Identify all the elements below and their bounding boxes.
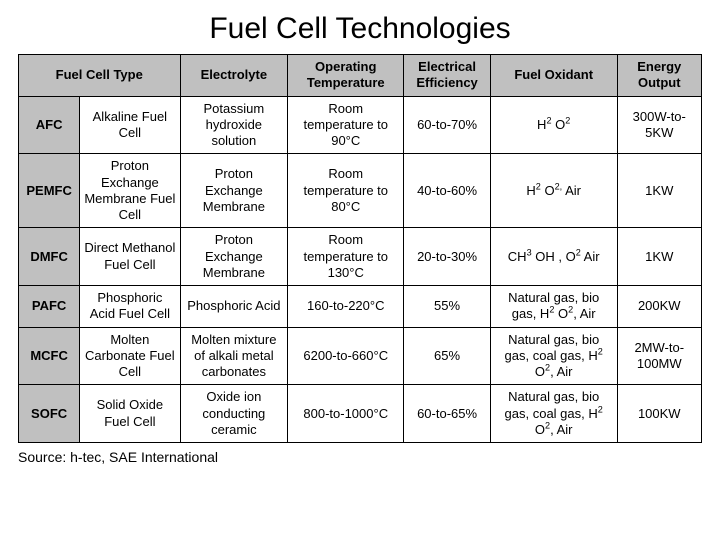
cell-oxidant: H2 O2 — [490, 96, 617, 154]
cell-abbr: AFC — [19, 96, 80, 154]
cell-efficiency: 40-to-60% — [404, 154, 491, 228]
cell-electrolyte: Potassium hydroxide solution — [180, 96, 288, 154]
table-row: MCFCMolten Carbonate Fuel CellMolten mix… — [19, 327, 702, 385]
cell-temp: Room temperature to 90°C — [288, 96, 404, 154]
page-title: Fuel Cell Technologies — [18, 12, 702, 46]
table-row: PAFCPhosphoric Acid Fuel CellPhosphoric … — [19, 286, 702, 328]
col-header-electrolyte: Electrolyte — [180, 55, 288, 97]
cell-electrolyte: Proton Exchange Membrane — [180, 154, 288, 228]
cell-name: Solid Oxide Fuel Cell — [80, 385, 180, 443]
cell-output: 300W-to-5KW — [617, 96, 701, 154]
cell-name: Molten Carbonate Fuel Cell — [80, 327, 180, 385]
cell-abbr: PAFC — [19, 286, 80, 328]
cell-name: Proton Exchange Membrane Fuel Cell — [80, 154, 180, 228]
cell-oxidant: Natural gas, bio gas, H2 O2, Air — [490, 286, 617, 328]
source-text: Source: h-tec, SAE International — [18, 449, 702, 465]
cell-temp: 800-to-1000°C — [288, 385, 404, 443]
table-header-row: Fuel Cell Type Electrolyte Operating Tem… — [19, 55, 702, 97]
cell-name: Alkaline Fuel Cell — [80, 96, 180, 154]
col-header-temp: Operating Temperature — [288, 55, 404, 97]
cell-oxidant: H2 O2, Air — [490, 154, 617, 228]
cell-electrolyte: Proton Exchange Membrane — [180, 228, 288, 286]
cell-electrolyte: Oxide ion conducting ceramic — [180, 385, 288, 443]
cell-efficiency: 60-to-65% — [404, 385, 491, 443]
cell-output: 1KW — [617, 154, 701, 228]
cell-abbr: SOFC — [19, 385, 80, 443]
cell-output: 2MW-to-100MW — [617, 327, 701, 385]
cell-temp: Room temperature to 80°C — [288, 154, 404, 228]
cell-efficiency: 60-to-70% — [404, 96, 491, 154]
table-body: AFCAlkaline Fuel CellPotassium hydroxide… — [19, 96, 702, 443]
cell-oxidant: Natural gas, bio gas, coal gas, H2 O2, A… — [490, 385, 617, 443]
table-row: DMFCDirect Methanol Fuel CellProton Exch… — [19, 228, 702, 286]
cell-abbr: PEMFC — [19, 154, 80, 228]
cell-output: 1KW — [617, 228, 701, 286]
cell-electrolyte: Molten mixture of alkali metal carbonate… — [180, 327, 288, 385]
cell-name: Direct Methanol Fuel Cell — [80, 228, 180, 286]
cell-oxidant: Natural gas, bio gas, coal gas, H2 O2, A… — [490, 327, 617, 385]
cell-abbr: MCFC — [19, 327, 80, 385]
cell-temp: 160-to-220°C — [288, 286, 404, 328]
fuel-cell-table: Fuel Cell Type Electrolyte Operating Tem… — [18, 54, 702, 443]
cell-name: Phosphoric Acid Fuel Cell — [80, 286, 180, 328]
table-row: PEMFCProton Exchange Membrane Fuel CellP… — [19, 154, 702, 228]
cell-output: 200KW — [617, 286, 701, 328]
cell-abbr: DMFC — [19, 228, 80, 286]
col-header-oxidant: Fuel Oxidant — [490, 55, 617, 97]
cell-efficiency: 20-to-30% — [404, 228, 491, 286]
cell-temp: Room temperature to 130°C — [288, 228, 404, 286]
cell-efficiency: 65% — [404, 327, 491, 385]
cell-electrolyte: Phosphoric Acid — [180, 286, 288, 328]
cell-oxidant: CH3 OH , O2 Air — [490, 228, 617, 286]
cell-temp: 6200-to-660°C — [288, 327, 404, 385]
cell-efficiency: 55% — [404, 286, 491, 328]
cell-output: 100KW — [617, 385, 701, 443]
table-row: SOFCSolid Oxide Fuel CellOxide ion condu… — [19, 385, 702, 443]
table-row: AFCAlkaline Fuel CellPotassium hydroxide… — [19, 96, 702, 154]
col-header-type: Fuel Cell Type — [19, 55, 181, 97]
col-header-eff: Electrical Efficiency — [404, 55, 491, 97]
col-header-output: Energy Output — [617, 55, 701, 97]
